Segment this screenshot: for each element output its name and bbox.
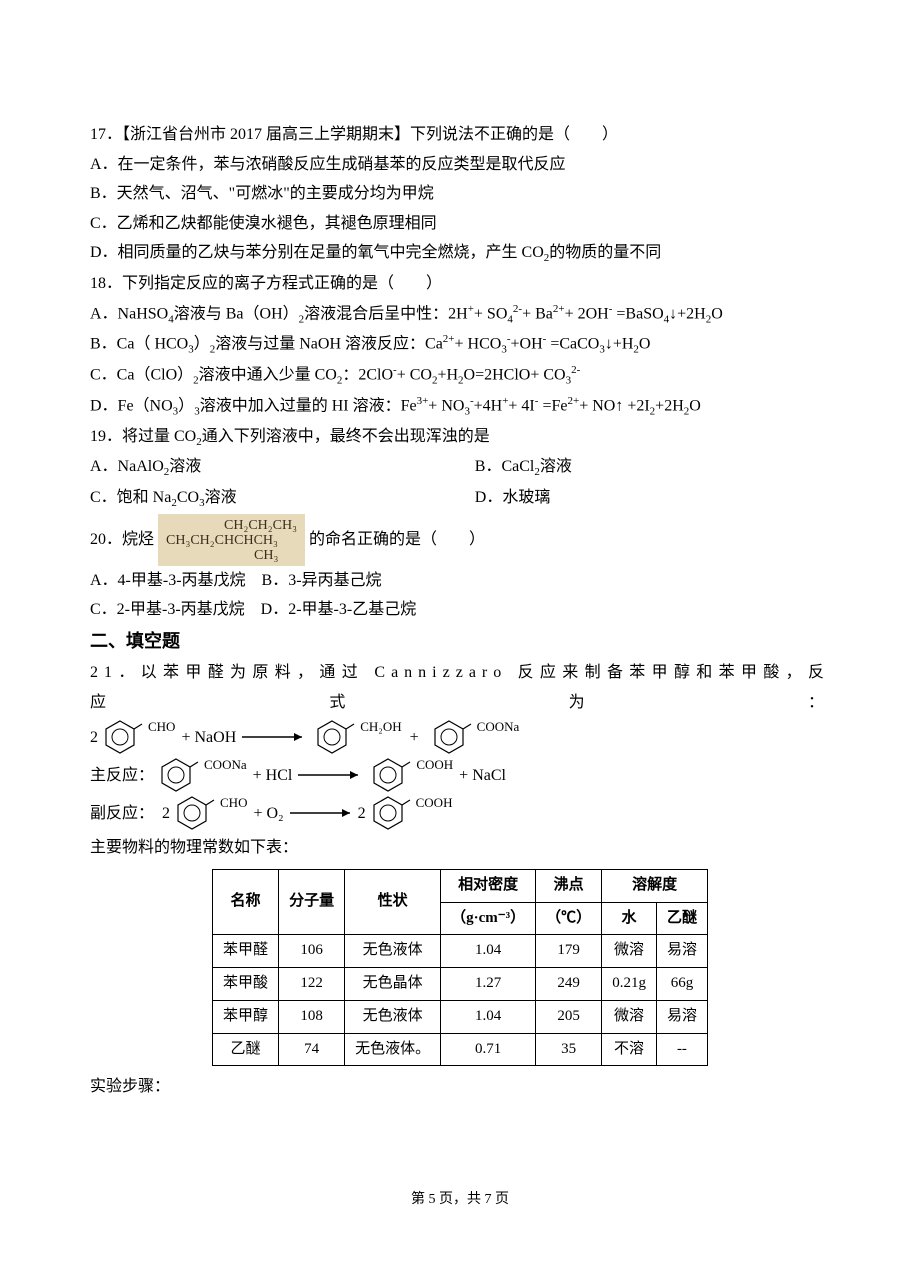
q20-stem: 20．烷烃 CH₂CH₂CH₃ CH₃CH₂CHCHCH₃ CH₃ 的命名正确的… [90, 514, 830, 566]
th-bp1: 沸点 [536, 869, 602, 902]
q17-D: D．相同质量的乙炔与苯分别在足量的氧气中完全燃烧，产生 CO2的物质的量不同 [90, 238, 830, 269]
table-row: 乙醚74无色液体。0.7135不溶-- [213, 1033, 708, 1066]
q17-D-text: D．相同质量的乙炔与苯分别在足量的氧气中完全燃烧，产生 CO [90, 244, 544, 261]
q17-A: A．在一定条件，苯与浓硝酸反应生成硝基苯的反应类型是取代反应 [90, 150, 830, 180]
q19-stem: 19．将过量 CO2通入下列溶液中，最终不会出现浑浊的是 [90, 422, 830, 453]
q21-stem: 21．以苯甲醛为原料，通过 Cannizzaro 反应来制备苯甲醇和苯甲酸，反应… [90, 658, 830, 717]
th-state: 性状 [345, 869, 441, 935]
physical-constants-table: 名称 分子量 性状 相对密度 沸点 溶解度 （g·cm⁻³） （℃） 水 乙醚 … [212, 869, 708, 1067]
th-name: 名称 [213, 869, 279, 935]
q19-opts-row1: A．NaAlO2溶液 B．CaCl2溶液 [90, 452, 830, 483]
table-row: 苯甲醇108无色液体1.04205微溶易溶 [213, 1000, 708, 1033]
q20-structure-box: CH₂CH₂CH₃ CH₃CH₂CHCHCH₃ CH₃ [158, 514, 305, 566]
table-row: 苯甲醛106无色液体1.04179微溶易溶 [213, 935, 708, 968]
section-2-heading: 二、填空题 [90, 625, 830, 658]
th-water: 水 [602, 902, 657, 935]
th-bp2: （℃） [536, 902, 602, 935]
page-footer: 第 5 页，共 7 页 [0, 1187, 920, 1213]
q21-rxn1: 2 CHO + NaOH CH₂OH + COONa [90, 719, 830, 755]
q17-stem: 17．【浙江省台州市 2017 届高三上学期期末】下列说法不正确的是（ ） [90, 120, 830, 150]
th-ether: 乙醚 [656, 902, 707, 935]
table-row: 苯甲酸122无色晶体1.272490.21g66g [213, 968, 708, 1001]
q21-exp: 实验步骤： [90, 1072, 830, 1102]
q17-C: C．乙烯和乙炔都能使溴水褪色，其褪色原理相同 [90, 209, 830, 239]
q19-opts-row2: C．饱和 Na2CO3溶液 D．水玻璃 [90, 483, 830, 514]
th-sol: 溶解度 [602, 869, 708, 902]
th-dens2: （g·cm⁻³） [441, 902, 536, 935]
q18-B: B．Ca（ HCO3）2溶液与过量 NaOH 溶液反应：Ca2++ HCO3-+… [90, 329, 830, 360]
q21-tablecap: 主要物料的物理常数如下表： [90, 833, 830, 863]
q21-rxn-side: 副反应： 2 CHO + O₂ 2 COOH [90, 795, 830, 831]
q18-stem: 18．下列指定反应的离子方程式正确的是（ ） [90, 269, 830, 299]
q17-B: B．天然气、沼气、"可燃冰"的主要成分均为甲烷 [90, 179, 830, 209]
th-mw: 分子量 [279, 869, 345, 935]
q18-A: A．NaHSO4溶液与 Ba（OH）2溶液混合后呈中性：2H++ SO42-+ … [90, 299, 830, 330]
q20-AB: A．4-甲基-3-丙基戊烷 B．3-异丙基己烷 [90, 566, 830, 596]
q18-C: C．Ca（ClO）2溶液中通入少量 CO2：2ClO-+ CO2+H2O=2HC… [90, 360, 830, 391]
table-header-row: 名称 分子量 性状 相对密度 沸点 溶解度 [213, 869, 708, 902]
q20-CD: C．2-甲基-3-丙基戊烷 D．2-甲基-3-乙基己烷 [90, 595, 830, 625]
th-dens1: 相对密度 [441, 869, 536, 902]
q18-D: D．Fe（NO3）3溶液中加入过量的 HI 溶液：Fe3++ NO3-+4H++… [90, 391, 830, 422]
q17-D-post: 的物质的量不同 [549, 244, 661, 261]
q21-rxn-main: 主反应： COONa + HCl COOH + NaCl [90, 757, 830, 793]
